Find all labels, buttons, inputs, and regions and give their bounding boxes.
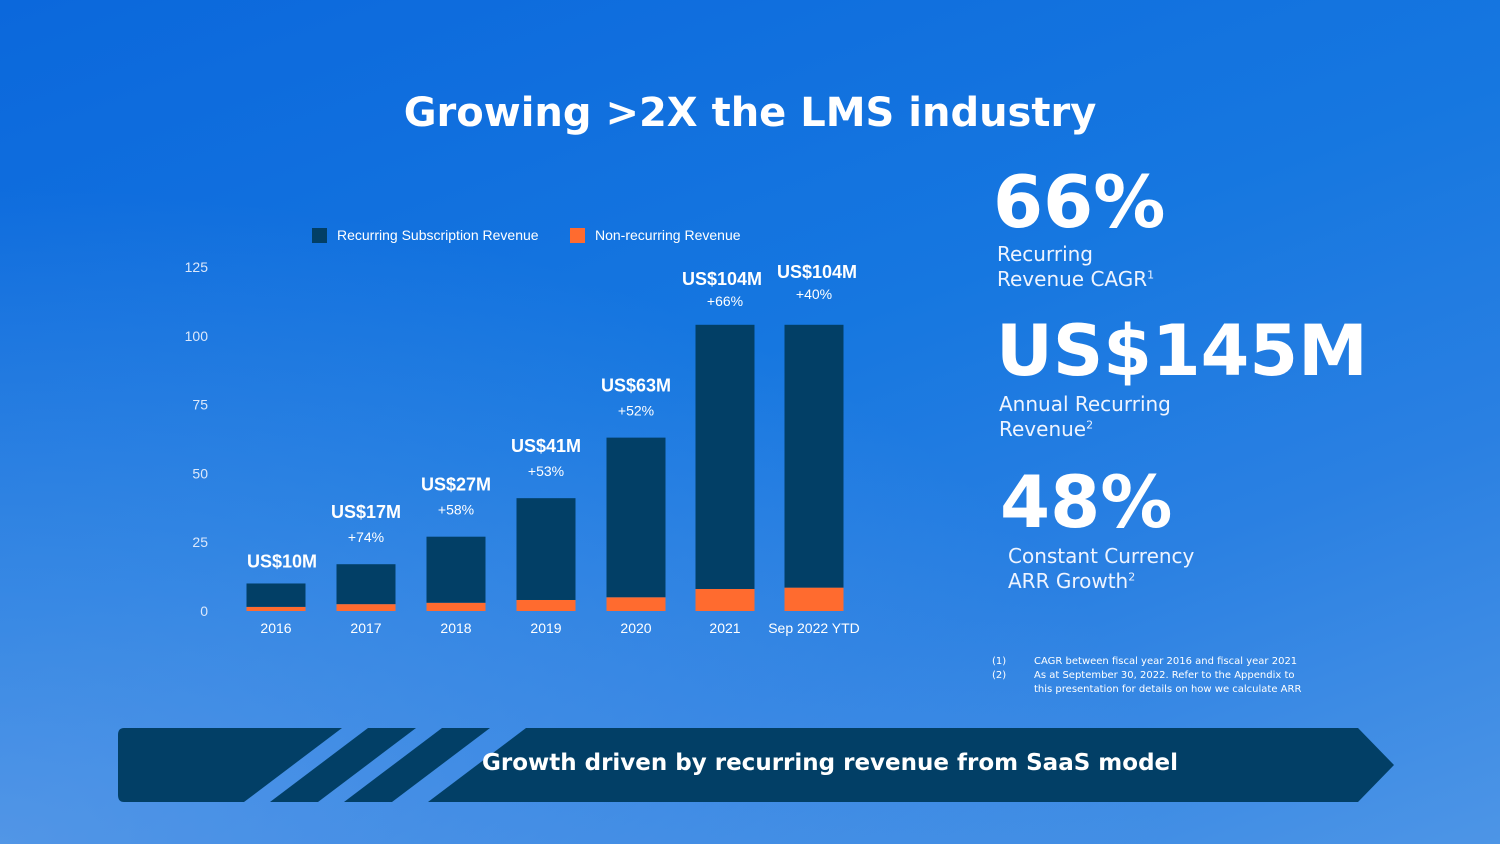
y-tick-label: 125: [185, 259, 209, 275]
y-tick-label: 0: [200, 603, 208, 619]
x-tick-label: 2020: [620, 620, 651, 636]
x-tick-label: 2019: [530, 620, 561, 636]
banner-body: [428, 728, 1394, 802]
growth-label: +66%: [707, 293, 743, 309]
total-label: US$104M: [777, 262, 857, 282]
kpi-arr: US$145M Annual Recurring Revenue2: [996, 316, 1368, 442]
bar-non-recurring: [606, 597, 666, 611]
legend-swatch: [312, 228, 327, 243]
kpi-label: Revenue CAGR: [997, 267, 1148, 291]
x-tick-label: 2018: [440, 620, 471, 636]
footnote-text: CAGR between fiscal year 2016 and fiscal…: [1034, 656, 1298, 667]
y-tick-label: 50: [192, 465, 208, 481]
bar-non-recurring: [516, 599, 576, 611]
growth-label: +58%: [438, 502, 474, 518]
bar-non-recurring: [426, 602, 486, 611]
legend-label: Recurring Subscription Revenue: [337, 227, 539, 243]
footnote-ref: 2: [1128, 570, 1136, 584]
growth-label: +40%: [796, 286, 832, 302]
bar-non-recurring: [784, 587, 844, 611]
banner-segment: [118, 728, 342, 802]
footnote-text: As at September 30, 2022. Refer to the A…: [1034, 670, 1295, 681]
x-tick-label: Sep 2022 YTD: [768, 620, 860, 636]
kpi-label: Revenue: [999, 417, 1087, 441]
footnote-number: (1): [992, 656, 1007, 667]
growth-label: +53%: [528, 463, 564, 479]
footnote-number: (2): [992, 670, 1007, 681]
banner-stripe: [270, 728, 416, 802]
growth-label: +52%: [618, 403, 654, 419]
footnote-ref: 2: [1086, 418, 1094, 432]
kpi-value: 66%: [993, 160, 1166, 244]
bar-recurring: [516, 498, 576, 600]
kpi-label: Annual Recurring: [999, 392, 1171, 416]
total-label: US$41M: [511, 436, 581, 456]
legend-label: Non-recurring Revenue: [595, 227, 741, 243]
bar-recurring: [695, 324, 755, 589]
footnote-text: this presentation for details on how we …: [1034, 684, 1302, 695]
banner-stripe: [344, 728, 490, 802]
kpi-value: US$145M: [996, 310, 1368, 392]
footnotes: (1) CAGR between fiscal year 2016 and fis…: [992, 655, 1301, 697]
bar-recurring: [606, 437, 666, 598]
bar-non-recurring: [695, 588, 755, 611]
x-tick-label: 2016: [260, 620, 291, 636]
y-tick-label: 75: [192, 397, 208, 413]
kpi-label: Recurring: [997, 242, 1093, 266]
x-tick-label: 2021: [709, 620, 740, 636]
footnote-ref: 1: [1147, 268, 1155, 282]
total-label: US$63M: [601, 376, 671, 396]
total-label: US$10M: [247, 551, 317, 571]
growth-label: +74%: [348, 529, 384, 545]
total-label: US$27M: [421, 475, 491, 495]
kpi-value: 48%: [1000, 460, 1173, 544]
legend-swatch: [570, 228, 585, 243]
bar-recurring: [336, 564, 396, 605]
bar-recurring: [246, 583, 306, 607]
y-tick-label: 100: [185, 328, 209, 344]
total-label: US$104M: [682, 269, 762, 289]
bar-recurring: [784, 324, 844, 588]
bar-non-recurring: [336, 604, 396, 611]
bar-non-recurring: [246, 606, 306, 611]
banner-text: Growth driven by recurring revenue from …: [481, 750, 1179, 776]
kpi-label: ARR Growth: [1008, 569, 1129, 593]
kpi-growth: 48% Constant Currency ARR Growth2: [1000, 466, 1194, 594]
x-tick-label: 2017: [350, 620, 381, 636]
slide-title: Growing >2X the LMS industry: [403, 90, 1097, 136]
y-tick-label: 25: [192, 534, 208, 550]
bar-recurring: [426, 536, 486, 603]
kpi-label: Constant Currency: [1008, 544, 1195, 568]
total-label: US$17M: [331, 502, 401, 522]
kpi-cagr: 66% Recurring Revenue CAGR1: [993, 166, 1165, 292]
